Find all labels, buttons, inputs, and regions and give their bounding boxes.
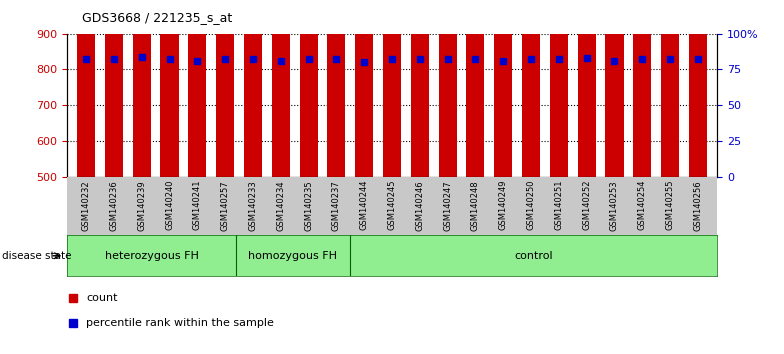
Bar (550, 0, 568, 177)
Bar (438, 0, 456, 177)
Text: GDS3668 / 221235_s_at: GDS3668 / 221235_s_at (82, 11, 233, 24)
Bar (633, 0, 652, 177)
Bar (328, 0, 346, 177)
Bar (132, 0, 151, 177)
Bar (77, 0, 95, 177)
Text: GSM140249: GSM140249 (499, 180, 508, 230)
Bar (689, 0, 707, 177)
Text: heterozygous FH: heterozygous FH (104, 251, 198, 261)
Bar (411, 0, 429, 177)
Text: GSM140254: GSM140254 (637, 180, 647, 230)
Bar (272, 0, 290, 177)
Text: GSM140232: GSM140232 (82, 180, 91, 230)
Text: percentile rank within the sample: percentile rank within the sample (86, 318, 274, 328)
Bar (105, 0, 123, 177)
Text: GSM140236: GSM140236 (110, 180, 118, 231)
Text: GSM140256: GSM140256 (693, 180, 702, 230)
Text: GSM140235: GSM140235 (304, 180, 313, 230)
Bar (299, 0, 318, 177)
Text: GSM140250: GSM140250 (527, 180, 535, 230)
Text: disease state: disease state (2, 251, 71, 261)
Text: GSM140239: GSM140239 (137, 180, 147, 230)
Text: GSM140246: GSM140246 (416, 180, 424, 230)
Text: control: control (514, 251, 553, 261)
Bar (466, 0, 485, 177)
Bar (661, 0, 679, 177)
Text: GSM140247: GSM140247 (443, 180, 452, 230)
Text: GSM140248: GSM140248 (471, 180, 480, 230)
Text: GSM140234: GSM140234 (276, 180, 285, 230)
Text: GSM140245: GSM140245 (387, 180, 397, 230)
Bar (216, 0, 234, 177)
Bar (383, 0, 401, 177)
Bar (605, 0, 623, 177)
Text: GSM140257: GSM140257 (220, 180, 230, 230)
Text: GSM140241: GSM140241 (193, 180, 201, 230)
Text: GSM140255: GSM140255 (666, 180, 674, 230)
Bar (244, 0, 262, 177)
Text: GSM140252: GSM140252 (583, 180, 591, 230)
Text: GSM140251: GSM140251 (554, 180, 564, 230)
Text: GSM140253: GSM140253 (610, 180, 619, 230)
Bar (522, 0, 540, 177)
Text: GSM140237: GSM140237 (332, 180, 341, 231)
Text: count: count (86, 293, 118, 303)
Bar (188, 0, 206, 177)
Text: GSM140233: GSM140233 (249, 180, 257, 231)
Bar (494, 0, 512, 177)
Bar (578, 0, 596, 177)
Text: homozygous FH: homozygous FH (249, 251, 337, 261)
Text: GSM140244: GSM140244 (360, 180, 368, 230)
Bar (161, 0, 179, 177)
Text: GSM140240: GSM140240 (165, 180, 174, 230)
Bar (355, 0, 373, 177)
